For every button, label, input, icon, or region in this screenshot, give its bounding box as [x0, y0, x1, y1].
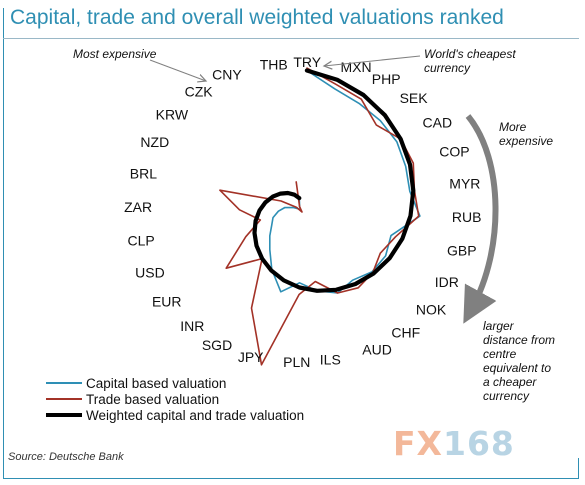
category-label-idr: IDR	[435, 274, 459, 290]
most-expensive-note: Most expensive	[73, 47, 157, 61]
legend-swatch-weighted	[46, 413, 82, 417]
most-expensive-arrow	[149, 59, 206, 81]
category-label-czk: CZK	[185, 84, 214, 100]
frame-right-border	[578, 458, 579, 478]
legend: Capital based valuation Trade based valu…	[46, 375, 304, 423]
category-label-usd: USD	[135, 264, 165, 280]
worlds-cheapest-note-line2: currency	[424, 61, 471, 75]
category-label-nok: NOK	[416, 302, 447, 318]
worlds-cheapest-note-line1: World's cheapest	[424, 47, 516, 61]
distance-note-line4: equivalent to	[483, 361, 551, 375]
series-line-capital	[268, 69, 421, 294]
series-line-weighted	[252, 68, 416, 293]
source-note: Source: Deutsche Bank	[8, 451, 124, 463]
category-labels: TRY MXNPHPSEKCADCOPMYRRUBGBPIDRNOKCHFAUDI…	[124, 54, 481, 370]
category-label-myr: MYR	[449, 176, 480, 192]
category-label-rub: RUB	[452, 209, 482, 225]
title-divider	[3, 38, 579, 39]
legend-swatch-capital	[46, 382, 82, 384]
legend-label-trade: Trade based valuation	[86, 391, 220, 407]
category-label-eur: EUR	[152, 293, 182, 309]
category-label-try: TRY	[293, 54, 321, 70]
more-expensive-note-line2: expensive	[499, 134, 553, 148]
category-label-aud: AUD	[362, 341, 392, 357]
legend-label-weighted: Weighted capital and trade valuation	[86, 407, 305, 423]
frame-bottom-border	[3, 478, 579, 479]
series-line-trade	[219, 67, 420, 366]
category-label-thb: THB	[260, 57, 288, 73]
legend-label-capital: Capital based valuation	[86, 375, 227, 391]
distance-note-line3: centre	[483, 347, 517, 361]
annotations: Most expensive World's cheapest currency…	[73, 47, 555, 403]
distance-note-line1: larger	[483, 319, 515, 333]
direction-arrow	[463, 114, 499, 324]
category-label-gbp: GBP	[447, 243, 477, 259]
chart-title: Capital, trade and overall weighted valu…	[10, 6, 504, 29]
legend-item-capital: Capital based valuation	[46, 375, 304, 391]
category-label-chf: CHF	[391, 325, 420, 341]
category-label-cad: CAD	[423, 115, 453, 131]
distance-note-line2: distance from	[483, 333, 555, 347]
category-label-cop: COP	[439, 144, 469, 160]
watermark-fx: FX	[393, 424, 443, 463]
category-label-php: PHP	[372, 71, 401, 87]
series-layer	[219, 67, 421, 366]
category-label-sek: SEK	[400, 90, 429, 106]
distance-note-line6: currency	[483, 389, 530, 403]
distance-note-line5: a cheaper	[483, 375, 537, 389]
category-label-pln: PLN	[283, 354, 310, 370]
legend-item-weighted: Weighted capital and trade valuation	[46, 407, 304, 423]
watermark-168: 168	[443, 424, 515, 463]
legend-item-trade: Trade based valuation	[46, 391, 304, 407]
category-label-brl: BRL	[130, 166, 157, 182]
category-label-krw: KRW	[156, 106, 189, 122]
legend-swatch-trade	[46, 398, 82, 400]
category-label-cny: CNY	[212, 67, 242, 83]
category-label-clp: CLP	[127, 232, 154, 248]
category-label-zar: ZAR	[124, 199, 152, 215]
category-label-jpy: JPY	[238, 349, 264, 365]
fx168-watermark: FX168	[393, 424, 515, 463]
category-label-inr: INR	[180, 318, 204, 334]
more-expensive-note-line1: More	[499, 120, 527, 134]
category-label-ils: ILS	[320, 351, 341, 367]
category-label-nzd: NZD	[140, 134, 169, 150]
category-label-sgd: SGD	[202, 337, 232, 353]
worlds-cheapest-arrow	[324, 55, 421, 66]
frame-left-border	[3, 8, 4, 478]
